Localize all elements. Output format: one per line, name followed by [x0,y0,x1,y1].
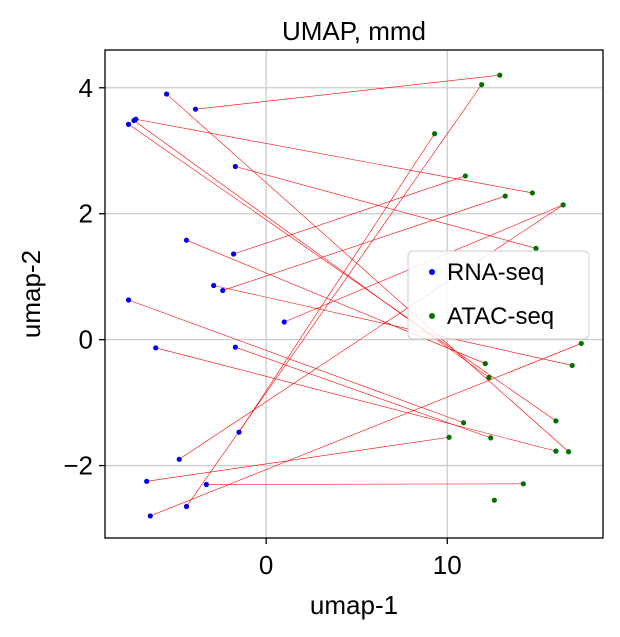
x-axis-label: umap-1 [310,590,398,620]
pair-link-line [213,285,573,366]
rna-seq-point [144,478,150,484]
rna-seq-point [236,429,242,435]
atac-seq-point [578,340,584,347]
pair-link-line [238,133,435,433]
legend-box [407,250,590,340]
legend-swatch-rna-seq [429,269,435,275]
pair-link-line [128,299,464,424]
rna-seq-point [183,237,190,243]
rna-seq-point [125,121,132,127]
atac-seq-point [560,202,566,208]
atac-seq-point [529,190,535,196]
atac-seq-point [497,72,503,78]
pair-link-line [195,74,500,110]
data-points [125,72,584,519]
atac-seq-point [488,435,494,441]
pair-link-line [155,347,556,452]
pair-link-line [128,124,557,422]
rna-seq-point [192,106,199,112]
rna-seq-point [163,91,170,97]
rna-seq-point [176,456,182,462]
pair-link-line [186,84,482,507]
atac-seq-point [569,362,575,369]
pair-link-line [179,204,564,460]
atac-seq-point [553,448,559,454]
legend-swatch-atac-seq [429,313,435,319]
atac-seq-point [482,360,488,367]
axis-ticks: 0 10 −2 0 2 4 [63,73,461,580]
rna-seq-point [131,117,137,124]
atac-seq-point [520,481,526,487]
rna-seq-point [203,481,210,488]
atac-seq-point [479,82,485,88]
pair-link-line [186,239,486,364]
y-tick-label: −2 [63,451,93,481]
pair-link-line [222,195,506,291]
chart-title: UMAP, mmd [282,16,426,46]
y-tick-label: 0 [79,325,93,355]
x-tick-label: 0 [259,550,273,580]
legend-label-atac-seq: ATAC-seq [447,303,554,330]
pair-link-line [235,166,537,249]
rna-seq-point [220,287,226,294]
y-axis-label: umap-2 [16,250,46,338]
rna-seq-point [232,344,238,350]
pair-link-line [150,343,582,517]
atac-seq-point [502,193,508,199]
pair-link-line [206,483,524,485]
rna-seq-point [183,503,190,510]
rna-seq-point [232,163,238,170]
rna-seq-point [153,345,159,351]
pair-link-line [135,118,533,194]
atac-seq-point [431,131,438,137]
atac-seq-point [491,497,497,503]
pair-link-line [146,436,450,482]
legend-label-rna-seq: RNA-seq [447,259,544,286]
atac-seq-point [460,420,467,426]
plot-frame [104,49,604,539]
pair-link-line [233,175,466,255]
x-tick-label: 10 [433,550,462,580]
atac-seq-point [462,173,468,179]
pair-link-line [235,346,491,439]
y-tick-label: 2 [79,199,93,229]
atac-seq-point [565,449,572,455]
atac-seq-point [553,418,559,424]
pair-links [128,74,582,517]
rna-seq-point [211,282,217,289]
rna-seq-point [147,513,153,519]
pair-link-line [166,93,569,452]
atac-seq-point [446,434,452,440]
atac-seq-point [486,374,492,381]
legend: RNA-seq ATAC-seq [407,250,590,340]
y-tick-label: 4 [79,73,93,103]
atac-seq-point [533,245,539,251]
rna-seq-point [230,251,237,257]
rna-seq-point [125,297,132,303]
rna-seq-point [281,319,287,325]
